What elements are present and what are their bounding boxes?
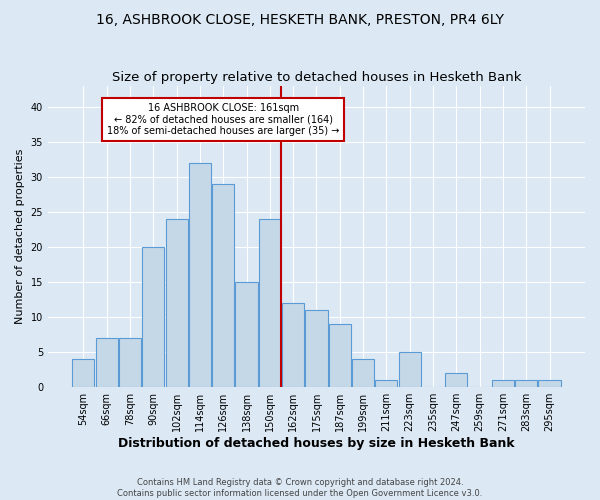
Bar	[142, 247, 164, 387]
Bar	[282, 303, 304, 387]
Bar	[352, 359, 374, 387]
Text: 16 ASHBROOK CLOSE: 161sqm
← 82% of detached houses are smaller (164)
18% of semi: 16 ASHBROOK CLOSE: 161sqm ← 82% of detac…	[107, 103, 340, 136]
Text: Contains HM Land Registry data © Crown copyright and database right 2024.
Contai: Contains HM Land Registry data © Crown c…	[118, 478, 482, 498]
Y-axis label: Number of detached properties: Number of detached properties	[15, 149, 25, 324]
Title: Size of property relative to detached houses in Hesketh Bank: Size of property relative to detached ho…	[112, 72, 521, 85]
X-axis label: Distribution of detached houses by size in Hesketh Bank: Distribution of detached houses by size …	[118, 437, 515, 450]
Bar	[95, 338, 118, 387]
Bar	[259, 219, 281, 387]
Bar	[398, 352, 421, 387]
Bar	[212, 184, 235, 387]
Text: 16, ASHBROOK CLOSE, HESKETH BANK, PRESTON, PR4 6LY: 16, ASHBROOK CLOSE, HESKETH BANK, PRESTO…	[96, 12, 504, 26]
Bar	[538, 380, 560, 387]
Bar	[329, 324, 351, 387]
Bar	[376, 380, 397, 387]
Bar	[305, 310, 328, 387]
Bar	[235, 282, 257, 387]
Bar	[189, 163, 211, 387]
Bar	[166, 219, 188, 387]
Bar	[492, 380, 514, 387]
Bar	[73, 359, 94, 387]
Bar	[515, 380, 537, 387]
Bar	[119, 338, 141, 387]
Bar	[445, 373, 467, 387]
